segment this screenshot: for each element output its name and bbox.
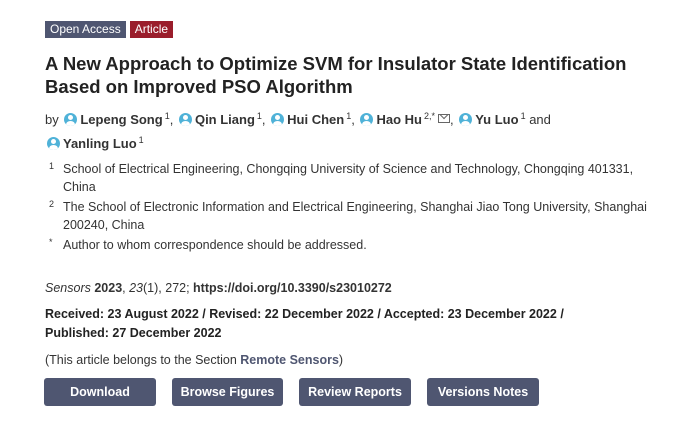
- section-suffix: ): [338, 353, 344, 367]
- author-profile-icon[interactable]: [271, 113, 285, 126]
- author-affiliation-sup: 1: [138, 135, 144, 145]
- open-access-badge[interactable]: Open Access: [45, 21, 126, 38]
- by-label: by: [45, 112, 59, 127]
- citation-volume: 23: [129, 281, 144, 295]
- section-note: (This article belongs to the Section Rem…: [45, 351, 343, 369]
- badge-row: Open Access Article: [45, 21, 174, 38]
- review-reports-button[interactable]: Review Reports: [299, 378, 411, 406]
- author-name[interactable]: Qin Liang: [194, 112, 255, 127]
- dates-line-1: Received: 23 August 2022 / Revised: 22 D…: [45, 307, 564, 321]
- author-affiliation-sup: 1: [164, 111, 170, 121]
- affiliation-text: School of Electrical Engineering, Chongq…: [63, 162, 634, 194]
- author-profile-icon[interactable]: [64, 113, 78, 126]
- citation-year: 2023: [94, 281, 123, 295]
- download-button[interactable]: Download: [44, 378, 156, 406]
- and-label: and: [529, 112, 551, 127]
- author-item[interactable]: Yanling Luo 1: [45, 135, 144, 151]
- author-list: by Lepeng Song 1, Qin Liang 1, Hui Chen 1, …: [45, 106, 605, 154]
- section-link[interactable]: Remote Sensors: [240, 353, 339, 367]
- action-buttons: Download Browse Figures Review Reports V…: [44, 378, 539, 406]
- affiliation-item: * Author to whom correspondence should b…: [49, 236, 659, 254]
- author-item[interactable]: Hui Chen 1,: [269, 111, 358, 127]
- author-item[interactable]: Lepeng Song 1,: [62, 111, 177, 127]
- author-profile-icon[interactable]: [459, 113, 473, 126]
- affiliation-item: 1 School of Electrical Engineering, Chon…: [49, 160, 659, 196]
- doi-link[interactable]: https://doi.org/10.3390/s23010272: [193, 281, 392, 295]
- email-icon[interactable]: [437, 114, 450, 123]
- article-title: A New Approach to Optimize SVM for Insul…: [45, 53, 627, 97]
- author-profile-icon[interactable]: [178, 113, 192, 126]
- citation-line: Sensors 2023, 23(1), 272; https://doi.or…: [45, 281, 392, 295]
- author-name[interactable]: Yanling Luo: [63, 136, 137, 151]
- journal-name[interactable]: Sensors: [45, 281, 91, 295]
- author-item[interactable]: Qin Liang 1,: [177, 111, 269, 127]
- dates-line-2: Published: 27 December 2022: [45, 326, 222, 340]
- author-name[interactable]: Lepeng Song: [80, 112, 163, 127]
- affiliation-list: 1 School of Electrical Engineering, Chon…: [49, 160, 659, 256]
- affiliation-number: 2: [49, 199, 55, 209]
- affiliation-number: *: [49, 237, 53, 247]
- affiliation-text: Author to whom correspondence should be …: [63, 238, 367, 252]
- author-profile-icon[interactable]: [360, 113, 374, 126]
- affiliation-number: 1: [49, 161, 55, 171]
- versions-notes-button[interactable]: Versions Notes: [427, 378, 539, 406]
- publication-dates: Received: 23 August 2022 / Revised: 22 D…: [45, 305, 605, 343]
- author-profile-icon[interactable]: [47, 137, 60, 150]
- author-affiliation-sup: 1: [256, 111, 262, 121]
- author-name[interactable]: Hui Chen: [287, 112, 345, 127]
- author-name[interactable]: Hao Hu: [376, 112, 422, 127]
- affiliation-text: The School of Electronic Information and…: [63, 200, 647, 232]
- section-prefix: (This article belongs to the Section: [45, 353, 241, 367]
- affiliation-item: 2 The School of Electronic Information a…: [49, 198, 659, 234]
- author-affiliation-sup: 2,*: [423, 111, 435, 121]
- author-affiliation-sup: 1: [346, 111, 352, 121]
- author-item[interactable]: Yu Luo 1: [457, 111, 529, 127]
- browse-figures-button[interactable]: Browse Figures: [172, 378, 283, 406]
- author-affiliation-sup: 1: [520, 111, 526, 121]
- article-type-badge: Article: [129, 21, 174, 38]
- author-name[interactable]: Yu Luo: [475, 112, 519, 127]
- author-item[interactable]: Hao Hu 2,*,: [358, 111, 457, 127]
- citation-issue: (1), 272;: [143, 281, 194, 295]
